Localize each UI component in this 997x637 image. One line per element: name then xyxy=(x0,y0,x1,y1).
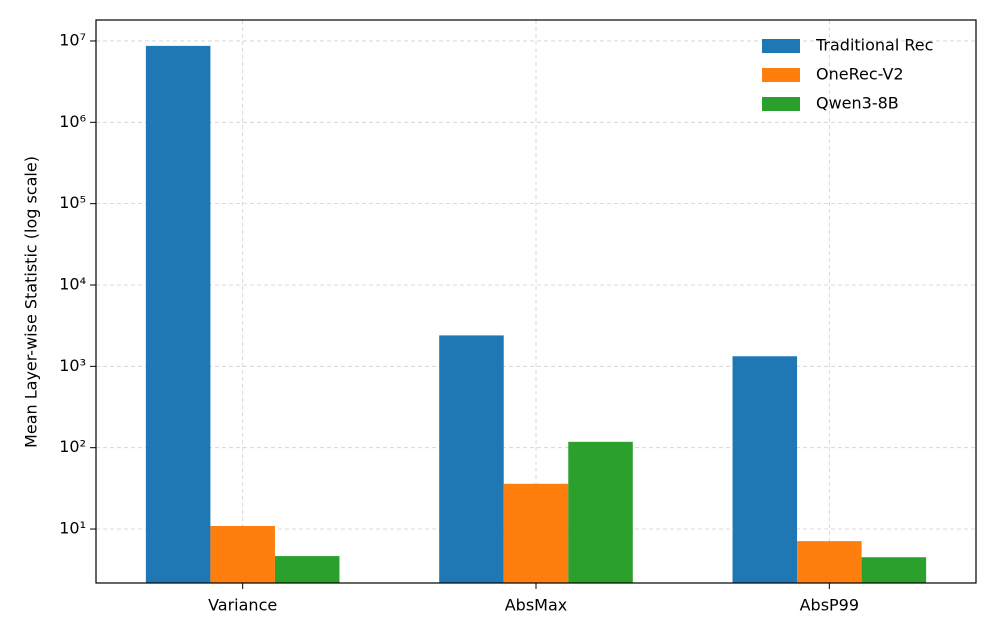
y-tick-label: 10⁷ xyxy=(59,30,86,49)
bar xyxy=(732,356,798,583)
x-tick-label: Variance xyxy=(208,596,277,615)
legend-label: OneRec-V2 xyxy=(816,65,904,84)
bar xyxy=(274,556,340,583)
bar xyxy=(861,557,927,583)
legend-swatch xyxy=(762,68,800,82)
y-tick-label: 10² xyxy=(59,437,86,456)
y-axis-label: Mean Layer-wise Statistic (log scale) xyxy=(22,156,41,448)
bar xyxy=(210,525,275,583)
x-tick-label: AbsMax xyxy=(505,596,568,615)
bar xyxy=(145,45,211,583)
y-tick-label: 10¹ xyxy=(59,519,86,538)
legend-swatch xyxy=(762,97,800,111)
legend-swatch xyxy=(762,39,800,53)
y-tick-label: 10⁶ xyxy=(59,112,86,131)
legend-label: Qwen3-8B xyxy=(816,94,899,113)
y-tick-label: 10⁵ xyxy=(59,193,86,212)
legend-label: Traditional Rec xyxy=(815,36,933,55)
y-tick-label: 10⁴ xyxy=(59,274,86,293)
bar xyxy=(503,483,569,583)
x-tick-label: AbsP99 xyxy=(800,596,859,615)
bar xyxy=(797,541,862,583)
y-tick-label: 10³ xyxy=(59,356,86,375)
bar xyxy=(439,335,504,583)
bar xyxy=(568,441,633,583)
plot-frame xyxy=(95,19,977,584)
legend: Traditional Rec OneRec-V2 Qwen3-8B xyxy=(762,36,933,113)
